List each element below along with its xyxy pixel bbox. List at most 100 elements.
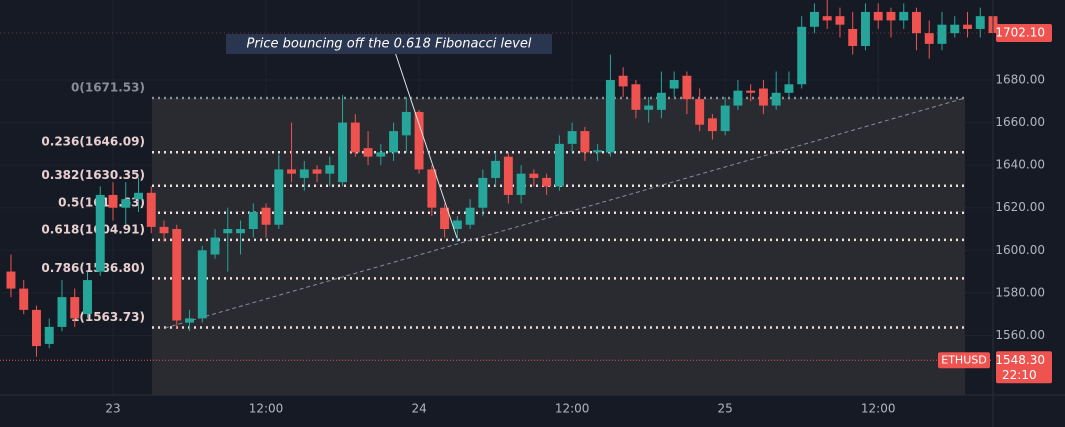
candle-body <box>236 228 245 234</box>
candle-body <box>108 194 118 208</box>
candle-body <box>299 169 309 178</box>
symbol-price-label: 1548.30 <box>995 353 1045 367</box>
candle-body <box>822 16 832 21</box>
candle-body <box>695 99 705 125</box>
fib-label: 0.786(1586.80) <box>41 261 145 275</box>
candle-body <box>707 118 717 132</box>
x-tick-label: 23 <box>105 402 120 416</box>
candle-body <box>44 326 54 344</box>
y-tick-label: 1660.00 <box>995 115 1045 129</box>
candle-body <box>223 228 233 234</box>
candle-body <box>529 173 539 178</box>
candle-body <box>287 169 297 174</box>
candle-body <box>746 90 756 93</box>
candle-body <box>963 24 972 29</box>
candle-body <box>491 160 501 178</box>
candle-body <box>580 131 590 153</box>
candle-body <box>809 11 819 27</box>
candle-body <box>631 84 641 110</box>
candle-body <box>542 177 552 187</box>
candle-body <box>873 11 883 21</box>
annotation-arrow <box>394 51 458 239</box>
x-tick-label: 12:00 <box>249 402 284 416</box>
candle-body <box>70 297 80 319</box>
candle-body <box>414 111 424 170</box>
fib-label: 0.382(1630.35) <box>41 168 145 182</box>
candle-body <box>389 131 399 153</box>
candle-body <box>516 173 526 195</box>
candle-body <box>401 111 411 136</box>
y-tick-label: 1640.00 <box>995 158 1045 172</box>
candle-body <box>912 11 921 34</box>
candle-body <box>57 297 67 327</box>
candle-body <box>848 28 858 46</box>
countdown-label: 22:10 <box>1002 368 1037 382</box>
fib-area <box>152 98 965 395</box>
candle-body <box>644 105 654 110</box>
candle-body <box>656 92 666 110</box>
candle-body <box>567 131 577 144</box>
candle-body <box>376 152 386 157</box>
y-tick-label: 1560.00 <box>995 328 1045 342</box>
y-tick-label: 1680.00 <box>995 73 1045 87</box>
candle-body <box>886 11 896 21</box>
candle-body <box>720 105 730 132</box>
x-tick-label: 12:00 <box>555 402 590 416</box>
candle-body <box>350 122 360 153</box>
axes: 1560.00 1580.00 1600.00 1620.00 1640.00 1660.… <box>0 23 1052 416</box>
candle-body <box>860 11 870 46</box>
candle-body <box>312 169 322 174</box>
candle-body <box>618 75 628 87</box>
candle-body <box>197 250 207 319</box>
candle-body <box>134 192 143 200</box>
candle-body <box>554 143 564 187</box>
candle-body <box>83 280 92 315</box>
current-price-box <box>996 23 1052 42</box>
candle-body <box>261 207 271 225</box>
candle-body <box>478 177 488 208</box>
candle-body <box>19 288 29 310</box>
x-tick-label: 12:00 <box>861 402 896 416</box>
symbol-price-box <box>996 351 1052 384</box>
candle-body <box>452 220 462 229</box>
candle-body <box>427 169 437 208</box>
current-price-label: 1702.10 <box>995 25 1045 39</box>
candle-body <box>95 194 105 272</box>
annotation-box <box>226 34 552 54</box>
candle-body <box>835 16 845 25</box>
annotation: Price bouncing off the 0.618 Fibonacci l… <box>247 37 532 52</box>
fib-label: 0(1671.53) <box>71 81 145 95</box>
candle-body <box>32 309 41 347</box>
symbol-box <box>938 352 990 369</box>
candle-body <box>363 148 373 157</box>
fib-levels: 0(1671.53) 0.236(1646.09) 0.382(1630.35) 0.… <box>41 81 965 329</box>
fib-label: 0.236(1646.09) <box>41 135 145 149</box>
candle-body <box>338 122 348 183</box>
candle-body <box>465 207 475 225</box>
candle-body <box>503 156 513 195</box>
candle-body <box>274 169 284 225</box>
y-tick-label: 1600.00 <box>995 243 1045 257</box>
fib-label: 0.618(1604.91) <box>41 222 145 236</box>
fib-label: 1(1563.73) <box>71 310 145 324</box>
candle-body <box>924 33 934 44</box>
candle-body <box>797 26 807 85</box>
candle-body <box>899 11 909 21</box>
candle-body <box>6 271 16 289</box>
symbol-label: ETHUSD <box>941 353 986 366</box>
candle-body <box>325 165 335 174</box>
candle-body <box>771 92 781 106</box>
candle-body <box>440 207 450 229</box>
candle-body <box>733 90 743 106</box>
candle-body <box>950 24 960 34</box>
candle-body <box>593 150 603 153</box>
candles <box>6 0 998 357</box>
candle-body <box>159 226 169 234</box>
candle-body <box>937 24 947 44</box>
candle-body <box>146 192 156 227</box>
candle-body <box>605 80 615 153</box>
x-tick-label: 25 <box>718 402 733 416</box>
y-tick-label: 1620.00 <box>995 200 1045 214</box>
candle-body <box>682 75 692 100</box>
